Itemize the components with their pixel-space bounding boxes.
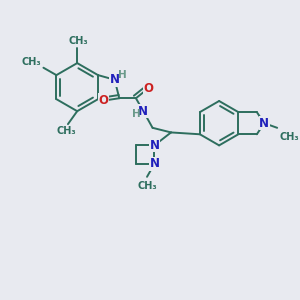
Text: CH₃: CH₃ — [21, 57, 41, 67]
Text: N: N — [110, 73, 120, 86]
Text: N: N — [259, 117, 269, 130]
Text: N: N — [149, 158, 159, 170]
Text: N: N — [138, 105, 148, 118]
Text: CH₃: CH₃ — [280, 132, 300, 142]
Text: CH₃: CH₃ — [56, 126, 76, 136]
Text: H: H — [118, 70, 126, 80]
Text: N: N — [149, 139, 159, 152]
Text: CH₃: CH₃ — [137, 182, 157, 191]
Text: CH₃: CH₃ — [68, 37, 88, 46]
Text: H: H — [131, 109, 140, 119]
Text: O: O — [99, 94, 109, 106]
Text: O: O — [144, 82, 154, 95]
